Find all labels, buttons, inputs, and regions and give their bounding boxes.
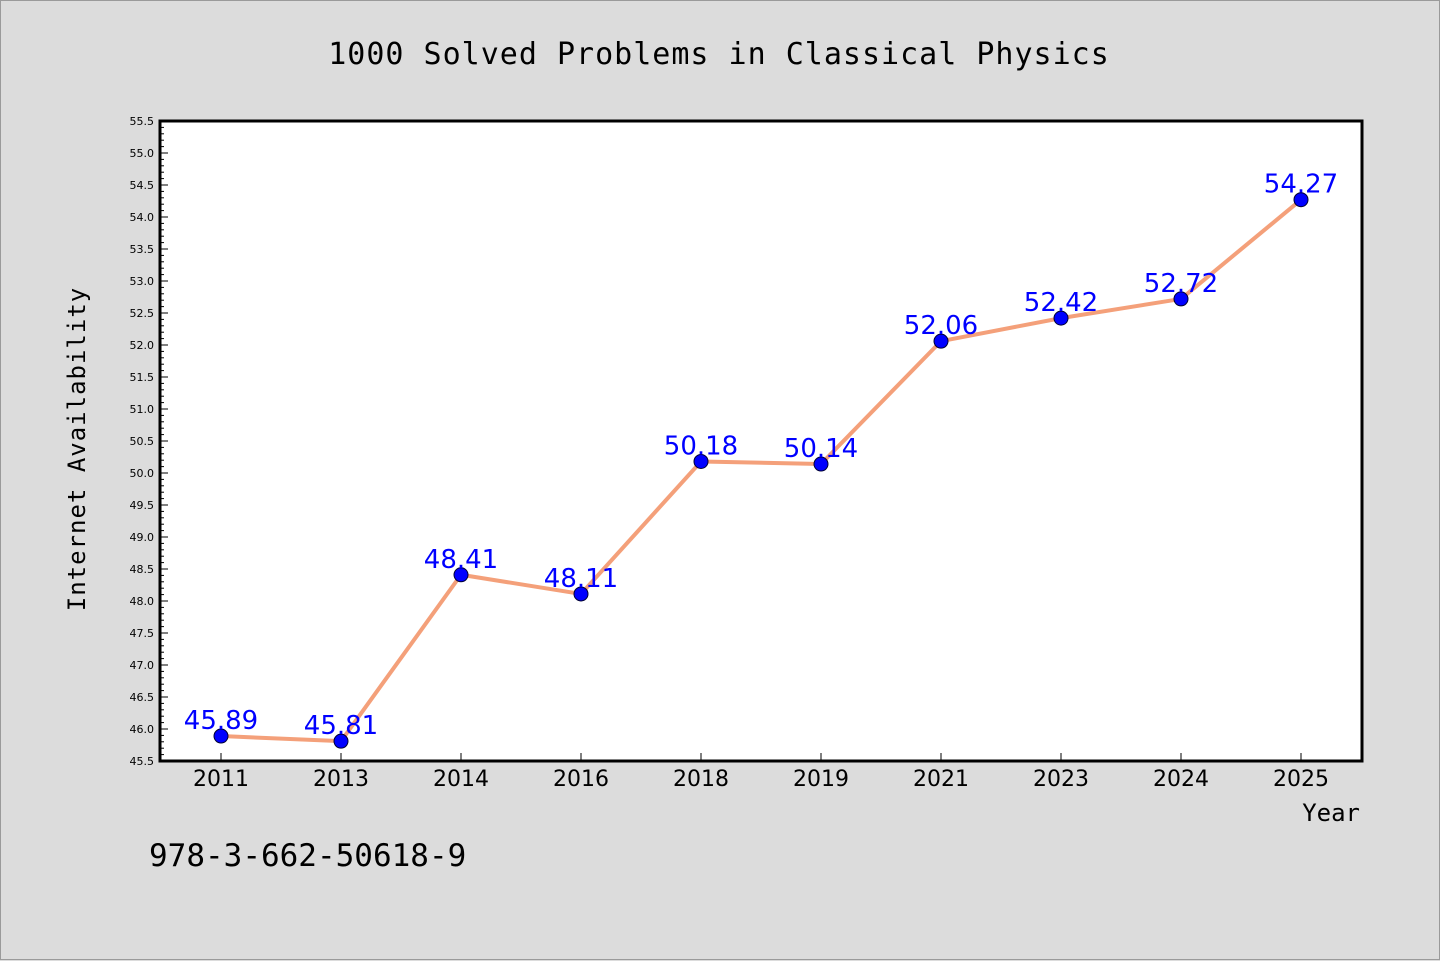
- y-tick-label: 46.5: [130, 691, 155, 704]
- data-markers: [213, 192, 1309, 749]
- data-point: [213, 728, 229, 744]
- y-tick-label: 46.0: [130, 723, 155, 736]
- series-line-path: [220, 198, 1303, 744]
- data-label: 45.81: [304, 711, 378, 741]
- data-point: [933, 333, 949, 349]
- data-label: 48.11: [544, 564, 618, 594]
- y-tick-label: 51.0: [130, 403, 155, 416]
- data-point: [333, 733, 349, 749]
- data-label: 54.27: [1264, 170, 1338, 200]
- y-tick-label: 53.0: [130, 275, 155, 288]
- plot-area: [158, 119, 1364, 763]
- y-tick-label: 52.5: [130, 307, 155, 320]
- y-axis: 45.5 46.0 46.5 47.0 47.5 48.0 48.5 49.0 49.5 50.0…: [130, 115, 168, 768]
- y-tick-label: 52.0: [130, 339, 155, 352]
- y-tick-label: 55.5: [130, 115, 155, 128]
- x-tick-label: 2018: [673, 767, 729, 792]
- y-tick-label: 48.0: [130, 595, 155, 608]
- data-label: 52.06: [904, 311, 978, 341]
- data-label: 50.18: [664, 431, 738, 461]
- data-point: [1173, 291, 1189, 307]
- y-tick-label: 54.5: [130, 179, 155, 192]
- x-tick-label: 2023: [1033, 767, 1089, 792]
- data-label: 48.41: [424, 545, 498, 575]
- y-tick-label: 47.0: [130, 659, 155, 672]
- data-point: [813, 456, 829, 472]
- y-axis-label: Internet Availability: [63, 287, 91, 611]
- data-point: [1293, 192, 1309, 208]
- data-label: 52.42: [1024, 288, 1098, 318]
- y-tick-label: 49.5: [130, 499, 155, 512]
- x-tick-label: 2011: [193, 767, 249, 792]
- y-tick-label: 49.0: [130, 531, 155, 544]
- data-point: [693, 453, 709, 469]
- x-tick-label: 2021: [913, 767, 969, 792]
- chart-title: 1000 Solved Problems in Classical Physic…: [328, 37, 1110, 72]
- x-tick-label: 2019: [793, 767, 849, 792]
- data-point: [573, 586, 589, 602]
- data-point: [1053, 310, 1069, 326]
- x-tick-label: 2016: [553, 767, 609, 792]
- y-tick-label: 54.0: [130, 211, 155, 224]
- y-tick-label: 47.5: [130, 627, 155, 640]
- data-labels: 45.89 45.81 48.41 48.11 50.18 50.14 52.06 52.42…: [184, 170, 1338, 741]
- x-tick-label: 2014: [433, 767, 489, 792]
- x-tick-label: 2013: [313, 767, 369, 792]
- y-tick-label: 45.5: [130, 755, 155, 768]
- y-tick-label: 50.5: [130, 435, 155, 448]
- data-label: 45.89: [184, 706, 258, 736]
- x-axis: 2011 2013 2014 2016 2018 2019 2021 2023 2024 2025: [193, 753, 1329, 792]
- data-label: 52.72: [1144, 269, 1218, 299]
- data-point: [453, 567, 469, 583]
- x-tick-label: 2025: [1273, 767, 1329, 792]
- y-tick-label: 50.0: [130, 467, 155, 480]
- data-label: 50.14: [784, 434, 858, 464]
- series-line: [220, 198, 1303, 744]
- x-axis-label: Year: [1302, 799, 1360, 827]
- y-tick-label: 51.5: [130, 371, 155, 384]
- isbn-annotation: 978-3-662-50618-9: [149, 838, 466, 874]
- x-tick-label: 2024: [1153, 767, 1209, 792]
- y-tick-label: 48.5: [130, 563, 155, 576]
- y-tick-label: 55.0: [130, 147, 155, 160]
- y-tick-label: 53.5: [130, 243, 155, 256]
